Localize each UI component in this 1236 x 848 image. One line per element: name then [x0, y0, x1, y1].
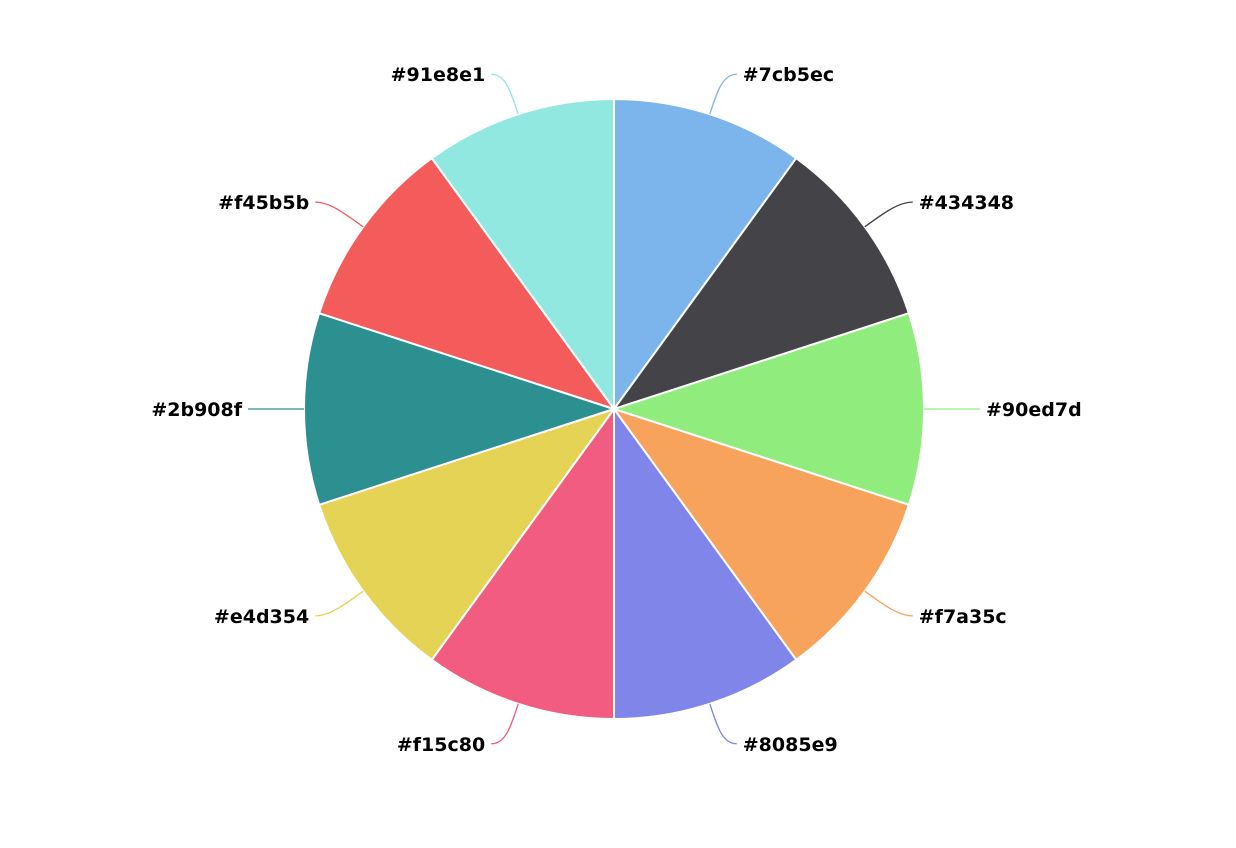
data-label-f7a35c: #f7a35c: [919, 606, 1007, 628]
pie-slices: [302, 97, 926, 721]
data-label-434348: #434348: [919, 192, 1014, 214]
data-label-2b908f: #2b908f: [151, 399, 242, 421]
data-label-f45b5b: #f45b5b: [218, 192, 309, 214]
label-connector-f7a35c: [864, 590, 913, 617]
pie-slice-f15c80[interactable]: [430, 405, 615, 721]
pie-slice-91e8e1[interactable]: [430, 97, 615, 413]
data-labels: #7cb5ec #434348 #90ed7d #f7a35c #8085e9 #f15c…: [151, 64, 1081, 756]
label-connector-f15c80: [491, 703, 519, 745]
data-label-90ed7d: #90ed7d: [986, 399, 1082, 421]
data-label-7cb5ec: #7cb5ec: [743, 64, 834, 86]
label-connector-e4d354: [315, 590, 364, 617]
label-connector-91e8e1: [491, 73, 519, 115]
pie-slice-7cb5ec[interactable]: [613, 97, 798, 413]
data-label-e4d354: #e4d354: [214, 606, 309, 628]
label-connector-7cb5ec: [709, 73, 737, 115]
data-label-91e8e1: #91e8e1: [391, 64, 486, 86]
label-connectors: [248, 73, 980, 745]
pie-slice-8085e9[interactable]: [613, 405, 798, 721]
label-connector-f45b5b: [315, 201, 364, 228]
data-label-f15c80: #f15c80: [397, 734, 485, 756]
data-label-8085e9: #8085e9: [743, 734, 838, 756]
label-connector-8085e9: [709, 703, 737, 745]
label-connector-434348: [864, 201, 913, 228]
